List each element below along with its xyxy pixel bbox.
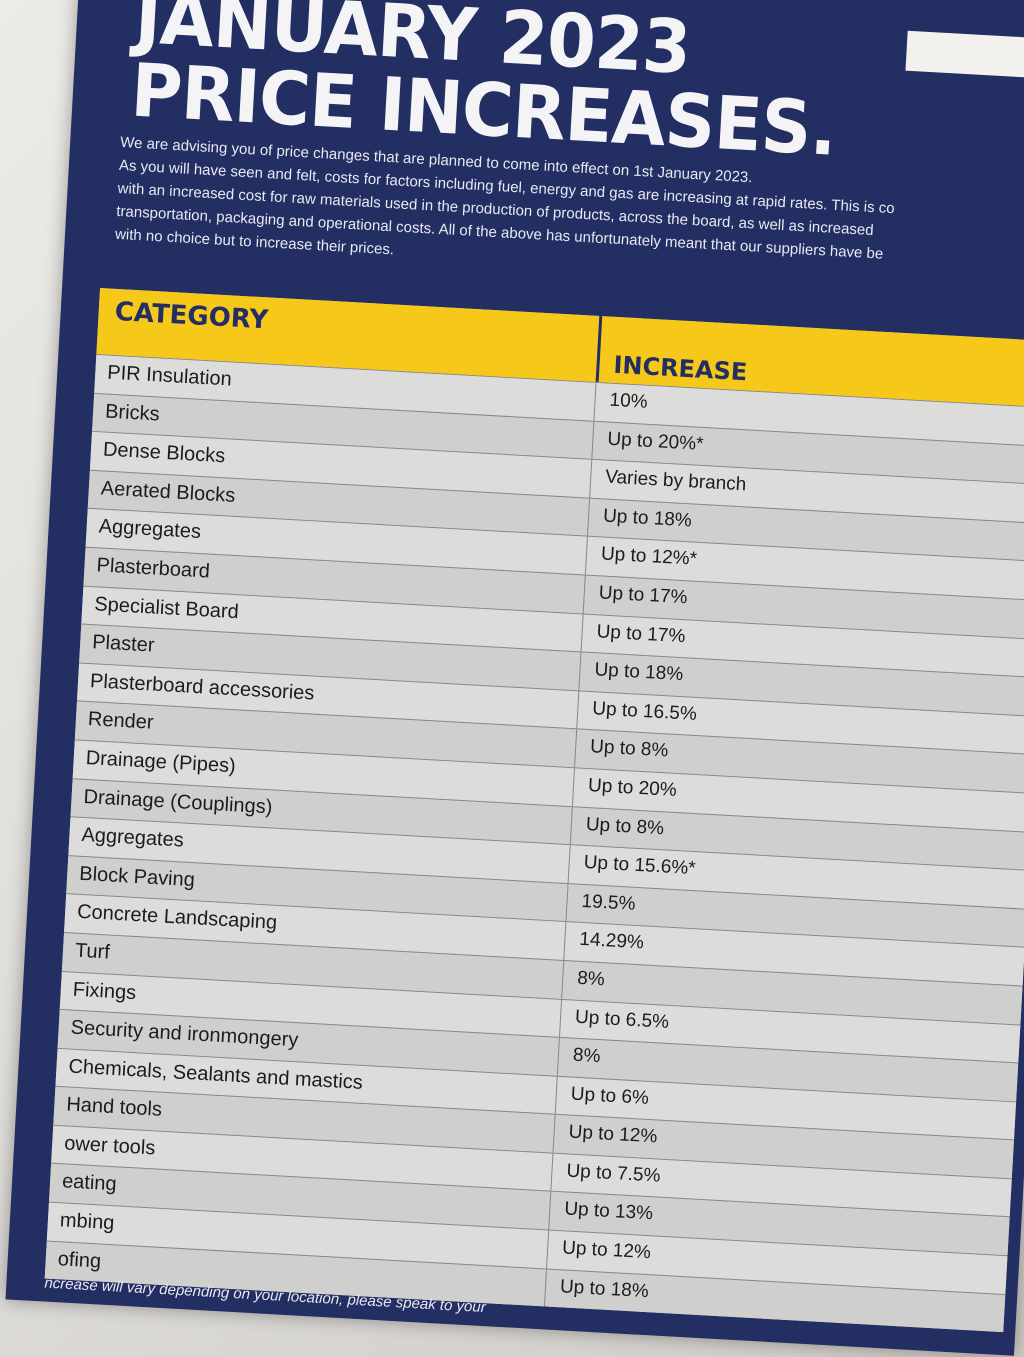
price-table: CATEGORY INCREASE PIR Insulation 10% Brick… [44, 288, 1024, 1333]
corner-badge [905, 30, 1024, 82]
price-flyer: JANUARY 2023 PRICE INCREASES. We are adv… [5, 0, 1024, 1356]
intro-text: We are advising you of price changes tha… [114, 133, 1024, 300]
table-body: PIR Insulation 10% Bricks Up to 20%* Dense B… [44, 353, 1024, 1333]
